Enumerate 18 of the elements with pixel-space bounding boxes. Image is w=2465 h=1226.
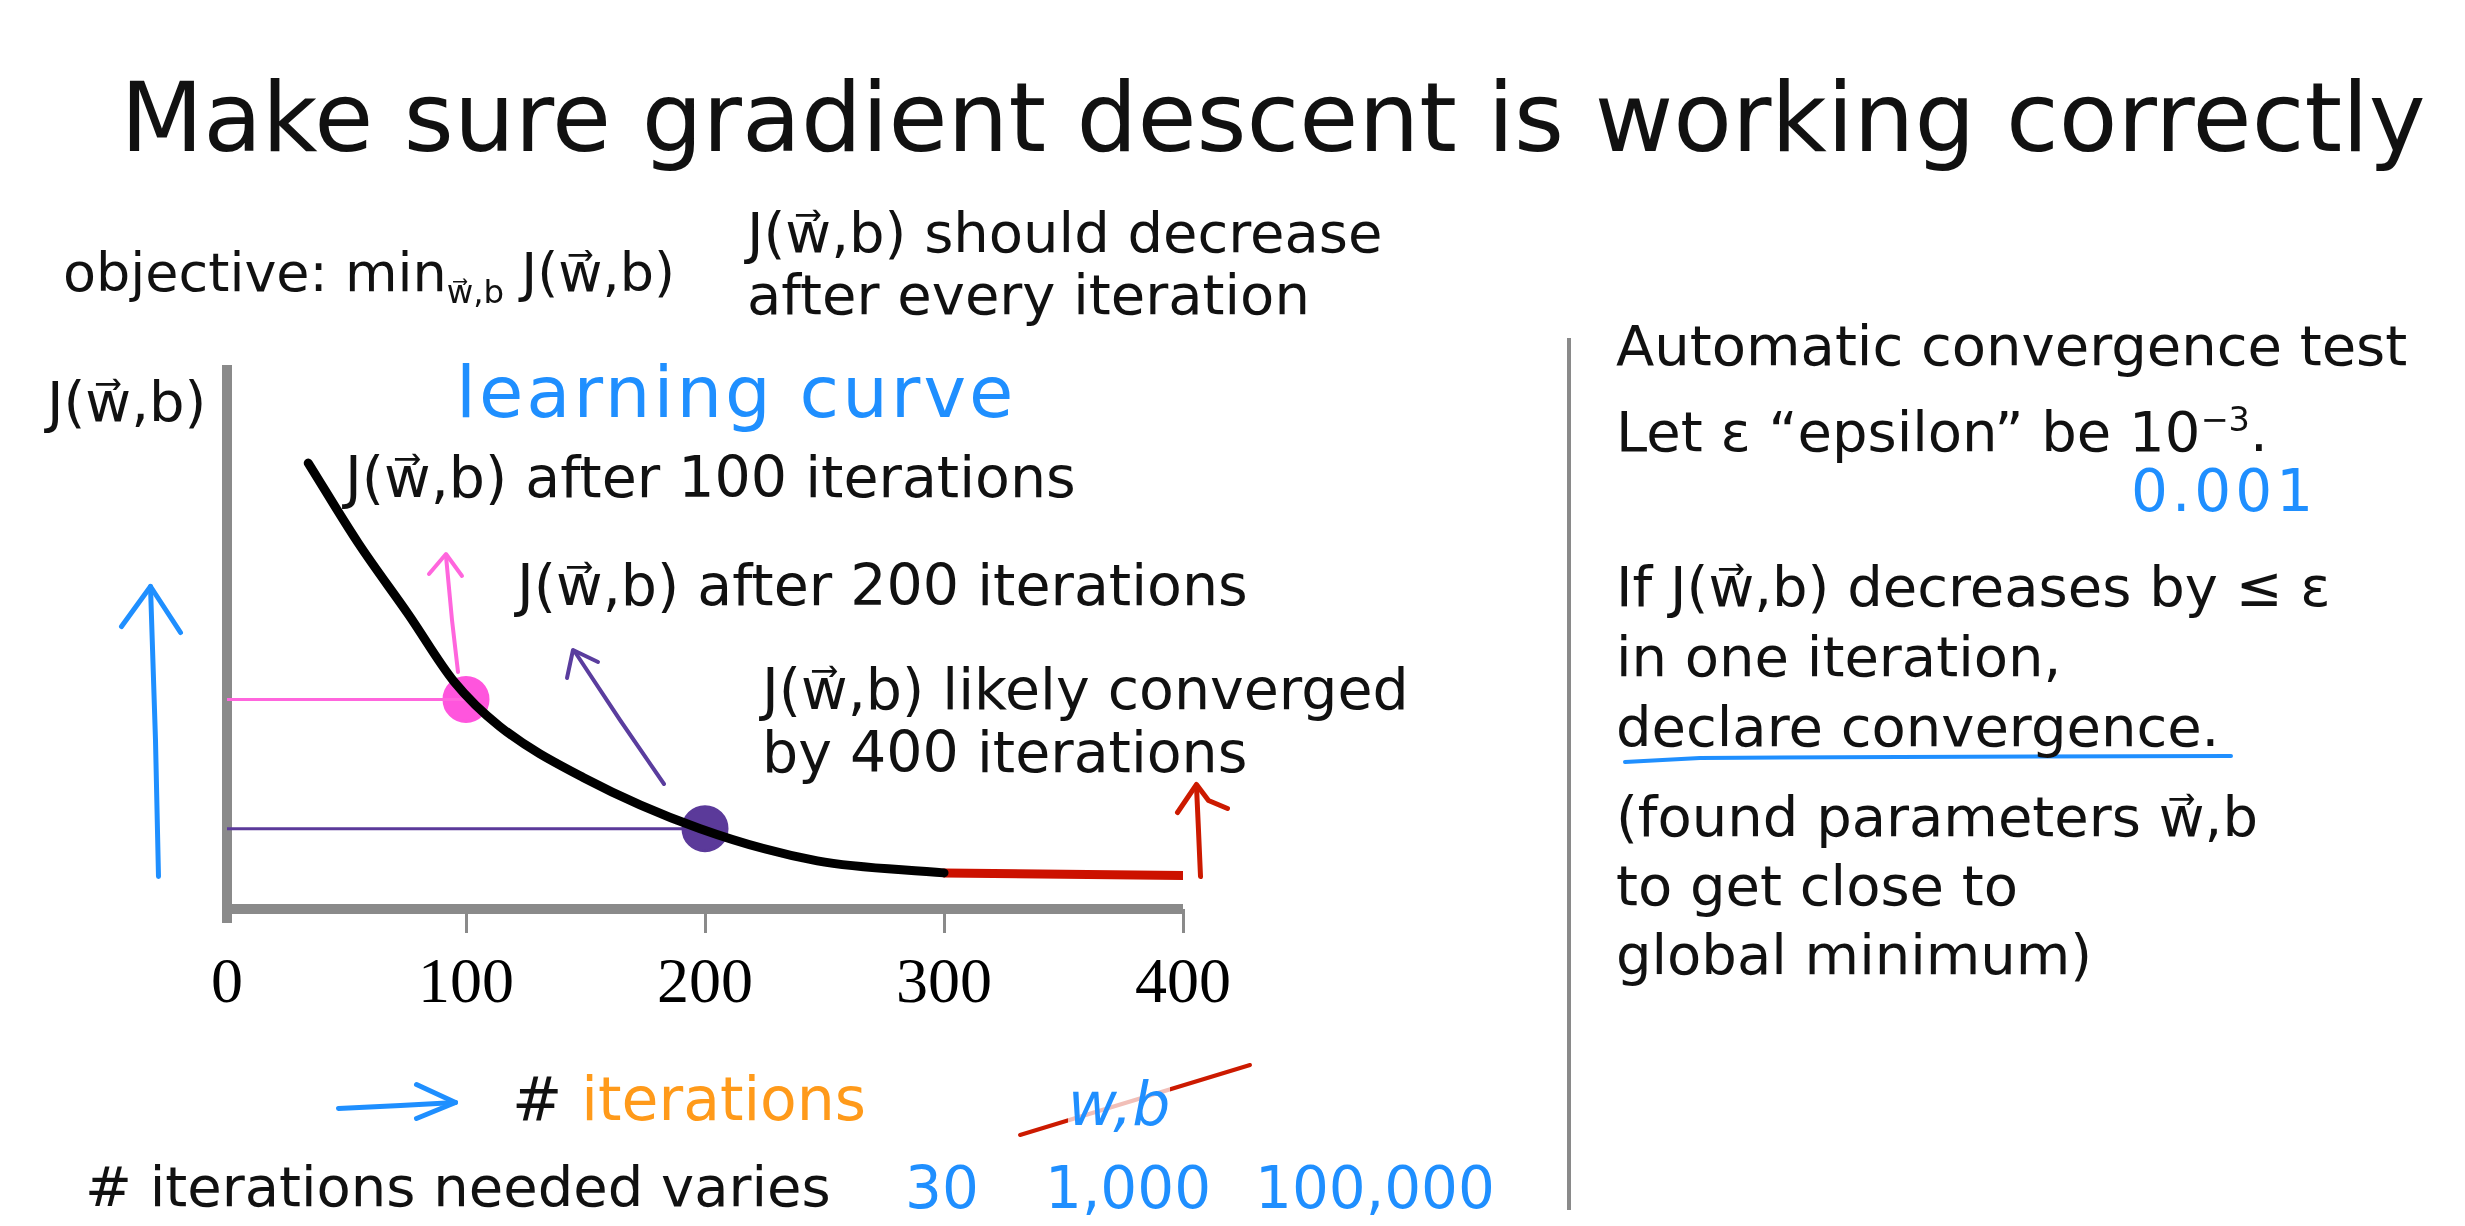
text: 100,000 — [1255, 1152, 1495, 1223]
text: Automatic convergence test — [1616, 312, 2408, 380]
x-tick-label: 0 — [211, 945, 243, 1017]
text: w,b — [1068, 1068, 1171, 1141]
text: learning curve — [456, 349, 1017, 436]
annotation: J(w⃗,b) likely converged by 400 iterations — [759, 655, 1409, 785]
chart-title: Make sure gradient descent is working correctly — [120, 61, 2426, 177]
x-tick-label: 200 — [657, 945, 753, 1017]
text: If J(w⃗,b) decreases by ≤ ε in one iteration, declare convergence. — [1616, 552, 2331, 761]
x-tick-label: 300 — [896, 945, 992, 1017]
x-tick-label: 100 — [418, 945, 514, 1017]
text: (found parameters w⃗,b to get close to global minimum) — [1616, 783, 2258, 990]
x-axis-title: # iterations — [512, 1064, 867, 1135]
text: 30 — [905, 1152, 979, 1223]
x-tick-label: 400 — [1135, 945, 1231, 1017]
text: # iterations needed varies — [85, 1153, 831, 1221]
text: objective: min$_{w⃗,b}$ J(w⃗,b) — [63, 239, 675, 311]
text: 1,000 — [1045, 1152, 1212, 1223]
